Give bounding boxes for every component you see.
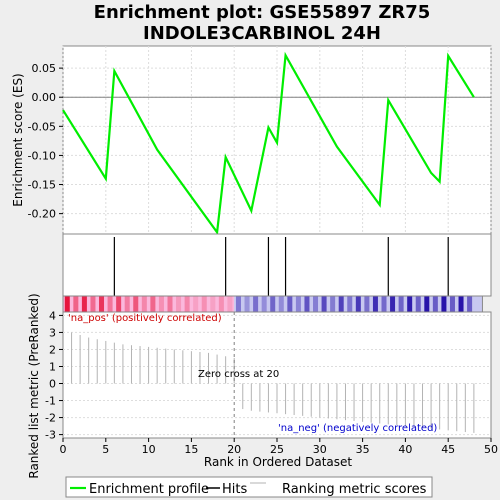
strip-cell xyxy=(141,296,147,312)
strip-cell xyxy=(107,296,113,312)
chart-title-line-2: INDOLE3CARBINOL 24H xyxy=(143,23,381,44)
es-y-tick-label: -0.05 xyxy=(28,120,56,133)
es-y-tick-label: -0.10 xyxy=(28,149,56,162)
strip-cell xyxy=(158,296,164,312)
strip-cell xyxy=(235,296,241,312)
legend-label-hits: Hits xyxy=(222,482,247,497)
strip-cell xyxy=(99,296,105,312)
strip-cell xyxy=(261,296,267,312)
strip-cell xyxy=(133,296,139,312)
strip-cell xyxy=(64,296,70,312)
strip-cell xyxy=(218,296,224,312)
metric-gridlines xyxy=(63,314,491,436)
metric-plot-area xyxy=(62,311,492,439)
strip-cell xyxy=(184,296,190,312)
strip-cell xyxy=(398,296,404,312)
strip-cell xyxy=(253,296,259,312)
strip-positive-region xyxy=(63,296,235,312)
strip-cell xyxy=(304,296,310,312)
strip-cell xyxy=(364,296,370,312)
x-tick-label: 5 xyxy=(102,443,109,456)
metric-y-tick-label: 0 xyxy=(49,378,56,391)
x-tick-label: 10 xyxy=(142,443,156,456)
strip-cell xyxy=(90,296,96,312)
positive-correlation-label: 'na_pos' (positively correlated) xyxy=(68,313,222,324)
strip-cell xyxy=(330,296,336,312)
x-tick-label: 30 xyxy=(313,443,327,456)
x-tick-label: 15 xyxy=(184,443,198,456)
strip-cell xyxy=(124,296,130,312)
strip-cell xyxy=(295,296,301,312)
strip-cell xyxy=(467,296,473,312)
es-y-tick-label: -0.15 xyxy=(28,179,56,192)
metric-y-tick-label: 1 xyxy=(49,360,56,373)
strip-cell xyxy=(313,296,319,312)
metric-y-tick-label: 4 xyxy=(49,309,56,322)
strip-cell xyxy=(407,296,413,312)
strip-cell xyxy=(167,296,173,312)
legend-label-enrichment-profile: Enrichment profile xyxy=(89,482,209,497)
strip-cell xyxy=(449,296,455,312)
strip-cell xyxy=(210,296,216,312)
metric-y-tick-label: 3 xyxy=(49,326,56,339)
strip-cell xyxy=(355,296,361,312)
es-y-tick-label: -0.20 xyxy=(28,208,56,221)
metric-x-ticks: 0 5 10 15 20 25 30 35 40 45 50 xyxy=(60,438,498,456)
strip-cell xyxy=(287,296,293,312)
x-tick-label: 40 xyxy=(398,443,412,456)
x-tick-label: 0 xyxy=(60,443,67,456)
strip-cell xyxy=(73,296,79,312)
strip-cell xyxy=(458,296,464,312)
hit-markers xyxy=(113,237,449,296)
x-tick-label: 20 xyxy=(227,443,241,456)
es-y-tick-label: 0.00 xyxy=(32,91,57,104)
strip-cell xyxy=(244,296,250,312)
strip-cell xyxy=(347,296,353,312)
metric-bars xyxy=(71,332,475,433)
strip-cell xyxy=(116,296,122,312)
es-y-ticks: 0.05 0.00 -0.05 -0.10 -0.15 -0.20 xyxy=(28,62,63,221)
strip-cell xyxy=(81,296,87,312)
chart-title-line-1: Enrichment plot: GSE55897 ZR75 xyxy=(94,2,431,23)
es-y-axis-label: Enrichment score (ES) xyxy=(11,73,25,206)
x-tick-label: 45 xyxy=(441,443,455,456)
strip-cell xyxy=(415,296,421,312)
metric-y-tick-label: -3 xyxy=(45,429,56,442)
enrichment-profile-line xyxy=(62,51,475,236)
metric-y-tick-label: 2 xyxy=(49,343,56,356)
strip-cell xyxy=(441,296,447,312)
legend-label-ranking-metric: Ranking metric scores xyxy=(282,482,427,497)
metric-y-axis-label: Ranked list metric (PreRanked) xyxy=(27,293,41,478)
strip-cell xyxy=(278,296,284,312)
strip-cell xyxy=(372,296,378,312)
x-tick-label: 25 xyxy=(270,443,284,456)
strip-cell xyxy=(424,296,430,312)
strip-cell xyxy=(201,296,207,312)
strip-cell xyxy=(390,296,396,312)
strip-cell xyxy=(193,296,199,312)
strip-cell xyxy=(176,296,182,312)
strip-cell xyxy=(381,296,387,312)
x-axis-label: Rank in Ordered Dataset xyxy=(204,455,352,469)
es-y-tick-label: 0.05 xyxy=(32,62,57,75)
metric-y-tick-label: -2 xyxy=(45,412,56,425)
strip-cell xyxy=(150,296,156,312)
metric-y-tick-label: -1 xyxy=(45,395,56,408)
x-tick-label: 50 xyxy=(484,443,498,456)
negative-correlation-label: 'na_neg' (negatively correlated) xyxy=(278,423,437,434)
strip-cell xyxy=(270,296,276,312)
strip-cell xyxy=(432,296,438,312)
strip-cell xyxy=(321,296,327,312)
rank-color-strip xyxy=(62,295,483,313)
metric-y-ticks: 4 3 2 1 0 -1 -2 -3 xyxy=(45,309,63,442)
strip-cell xyxy=(227,296,233,312)
zero-cross-label: Zero cross at 20 xyxy=(198,369,279,380)
strip-cell xyxy=(338,296,344,312)
legend xyxy=(65,476,433,498)
x-tick-label: 35 xyxy=(356,443,370,456)
hits-plot-area xyxy=(62,233,492,297)
